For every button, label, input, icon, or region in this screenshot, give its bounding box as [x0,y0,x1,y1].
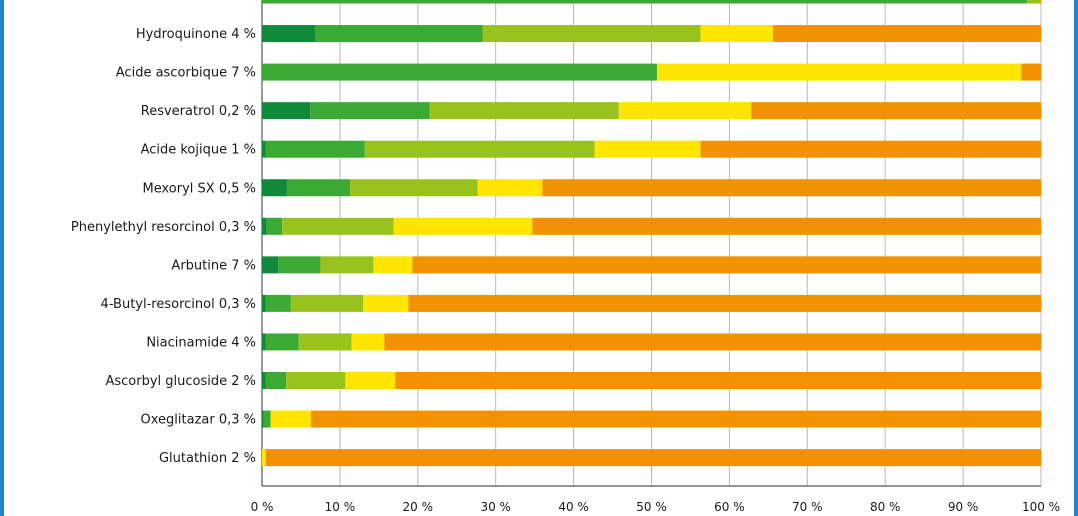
category-label: Resveratrol 0,2 % [141,104,256,119]
bar-segment [700,25,774,43]
category-label: Niacinamide 4 % [146,335,256,350]
bar-segment [278,256,321,274]
bar-segment [373,256,413,274]
bar-segment [542,179,1041,197]
bar-segment [265,294,291,312]
bar-segment [384,333,1042,351]
category-labels: Hydroquinone 4 % Acide ascorbique 7 % Resv… [71,27,256,466]
category-label: Ascorbyl glucoside 2 % [105,374,256,389]
bar-segment [262,140,266,158]
bar-segment [773,25,1041,43]
bar-segment [265,140,365,158]
bar-segment [482,25,701,43]
x-tick-labels: 0 % 10 % 20 % 30 % 40 % 50 % 60 % 70 % 80 % 90 % 1… [251,500,1060,514]
category-label: Hydroquinone 4 % [136,27,256,42]
bar-segment [262,294,266,312]
bar-segment [1039,0,1041,4]
bar-segment [320,256,374,274]
bar-segment [350,179,478,197]
x-tick-label: 70 % [792,500,823,514]
bar-segment [1021,63,1041,81]
bar-segment [266,217,283,235]
x-tick-label: 30 % [480,500,511,514]
category-label: Arbutine 7 % [171,258,256,273]
category-label: Acide kojique 1 % [141,143,256,158]
bar-segment [265,449,1041,467]
bar-segment [262,256,279,274]
bar-segment [656,63,1022,81]
bar-segment [262,449,266,467]
category-label: Acide ascorbique 7 % [116,66,256,81]
bar-segment [290,294,364,312]
bar-segment [298,333,352,351]
x-tick-label: 90 % [948,500,979,514]
bar-segment [532,217,1041,235]
x-tick-label: 80 % [870,500,901,514]
bar-segment [363,294,409,312]
bar-segment [262,372,266,389]
bar-segment [310,102,430,120]
bar-segment [263,410,271,428]
bar-segment [286,372,346,389]
stacked-bar-chart: Hydroquinone 4 % Acide ascorbique 7 % Resv… [71,0,1060,514]
x-tick-label: 50 % [636,500,667,514]
bar-segment [282,217,394,235]
bar-segment [751,102,1041,120]
category-label: Oxeglitazar 0,3 % [141,413,257,428]
bar-segment [262,179,287,197]
x-tick-label: 60 % [714,500,745,514]
category-label: Phenylethyl resorcinol 0,3 % [71,220,256,235]
bar-segment [286,179,351,197]
bar-segment [1026,0,1040,4]
bar-segment [364,140,595,158]
bar-segment [618,102,752,120]
bar-segment [262,102,311,120]
bar-segment [262,410,264,428]
category-label: Glutathion 2 % [159,451,256,466]
bar-segment [311,410,1041,428]
bar-segment [314,25,483,43]
x-tick-label: 100 % [1022,500,1060,514]
bar-segment [265,372,287,389]
x-tick-label: 20 % [403,500,434,514]
bar-segment [345,372,396,389]
bar-segment [477,179,543,197]
bar-segment [262,217,267,235]
x-tick-label: 0 % [251,500,274,514]
x-tick-label: 40 % [558,500,589,514]
bar-segment [395,372,1042,389]
bar-segment [429,102,619,120]
bar-segment [393,217,533,235]
bar-segment [270,410,312,428]
bar-segment [265,333,299,351]
bar-segment [262,25,315,43]
bar-segment [262,63,657,81]
bars [262,0,1042,467]
bar-segment [700,140,1041,158]
bar-segment [412,256,1041,274]
bar-segment [594,140,701,158]
bar-segment [351,333,385,351]
bar-segment [408,294,1041,312]
category-label: 4-Butyl-resorcinol 0,3 % [101,297,256,312]
category-label: Mexoryl SX 0,5 % [143,181,256,196]
bar-segment [262,333,266,351]
x-tick-label: 10 % [325,500,356,514]
bar-segment [262,0,1027,4]
